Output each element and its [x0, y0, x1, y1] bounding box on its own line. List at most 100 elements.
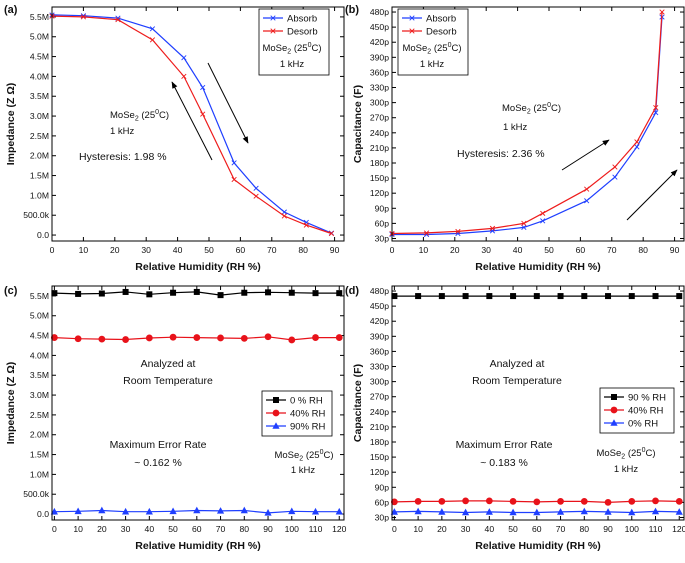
- data-point-stroke: [200, 111, 206, 117]
- data-point: [675, 497, 683, 505]
- data-point: [217, 334, 224, 342]
- x-tick-label: 80: [638, 245, 648, 255]
- data-point: [391, 293, 398, 300]
- data-point: [540, 210, 546, 216]
- data-point: [580, 497, 588, 505]
- data-point-stroke: [149, 37, 156, 43]
- panel-label: (b): [345, 4, 359, 16]
- y-tick-label: 330p: [370, 83, 389, 93]
- y-tick-label: 3.5M: [30, 91, 49, 101]
- x-tick-label: 50: [204, 245, 214, 255]
- y-tick-label: 450p: [370, 301, 389, 311]
- data-point: [634, 139, 640, 145]
- data-point: [510, 293, 517, 300]
- plot-frame: [51, 285, 345, 521]
- x-tick-label: 60: [236, 245, 246, 255]
- legend-entry: Desorb: [287, 27, 318, 38]
- data-point: [533, 498, 541, 506]
- x-tick-label: 20: [110, 245, 120, 255]
- data-point: [390, 508, 398, 515]
- data-point-stroke: [328, 230, 335, 237]
- data-point: [610, 406, 618, 414]
- series-90-rh: [50, 506, 343, 516]
- data-point-stroke: [231, 176, 237, 183]
- x-tick-label: 20: [437, 524, 447, 534]
- data-point: [634, 144, 640, 150]
- y-tick-label: 480p: [370, 7, 389, 17]
- x-tick-label: 10: [73, 524, 83, 534]
- x-tick-label: 80: [580, 524, 590, 534]
- y-tick-label: 330p: [370, 362, 389, 372]
- data-point: [489, 225, 496, 232]
- data-point-stroke: [270, 28, 276, 34]
- data-point: [675, 508, 683, 515]
- data-point-stroke: [231, 160, 237, 166]
- legend-entry: Desorb: [426, 27, 457, 38]
- y-tick-label: 150p: [370, 173, 389, 183]
- data-point: [121, 507, 130, 515]
- y-tick-label: 1.0M: [30, 190, 49, 200]
- y-tick-label: 450p: [370, 22, 389, 32]
- data-point: [652, 293, 659, 300]
- y-axis-label: Capacitance (F): [352, 85, 364, 163]
- data-point: [652, 497, 659, 505]
- legend: 90 % RH 40% RH 0% RH: [599, 387, 675, 434]
- data-point: [200, 111, 206, 117]
- data-point-stroke: [270, 15, 276, 21]
- x-tick-label: 100: [285, 524, 300, 534]
- y-tick-label: 120p: [370, 188, 389, 198]
- y-tick-label: 0.0: [37, 230, 49, 240]
- plot-frame: [51, 6, 345, 242]
- data-point: [557, 293, 564, 300]
- x-tick-label: 40: [513, 245, 523, 255]
- data-point: [584, 198, 590, 204]
- y-tick-label: 270p: [370, 113, 389, 123]
- annotation: Maximum Error Rate: [110, 439, 207, 451]
- data-point: [584, 186, 590, 192]
- data-point: [217, 292, 224, 299]
- y-tick-label: 4.0M: [30, 350, 49, 360]
- legend-entry: 40% RH: [628, 406, 664, 417]
- data-point: [193, 288, 200, 295]
- data-point: [533, 293, 540, 300]
- annotation: MoSe2 (250C): [274, 449, 333, 463]
- plot-frame: [391, 285, 685, 521]
- panel-label: (c): [4, 285, 18, 297]
- x-tick-label: 30: [481, 245, 491, 255]
- y-tick-label: 2.5M: [30, 131, 49, 141]
- series-desorb: [49, 13, 335, 237]
- data-point: [240, 334, 248, 342]
- data-point: [170, 289, 177, 296]
- data-point: [193, 506, 201, 514]
- y-tick-label: 1.5M: [30, 450, 49, 460]
- data-point: [312, 290, 319, 297]
- x-tick-label: 0: [52, 524, 57, 534]
- data-point: [581, 293, 588, 300]
- data-point: [605, 293, 612, 300]
- annotation: MoSe2 (250C): [110, 109, 169, 123]
- data-point-stroke: [612, 164, 618, 170]
- data-point: [438, 497, 446, 505]
- data-point: [193, 334, 201, 341]
- x-tick-label: 40: [173, 245, 183, 255]
- data-point: [335, 507, 343, 515]
- data-point: [612, 174, 618, 180]
- data-point: [628, 508, 636, 516]
- data-point: [149, 37, 156, 43]
- data-point: [169, 333, 177, 341]
- data-point: [521, 220, 527, 227]
- data-point: [676, 293, 683, 300]
- data-point: [336, 290, 343, 297]
- data-point: [390, 498, 398, 506]
- data-point: [485, 508, 493, 515]
- y-tick-label: 30p: [375, 233, 390, 243]
- data-point-stroke: [409, 15, 415, 21]
- data-point: [604, 508, 612, 515]
- x-tick-label: 100: [625, 524, 640, 534]
- panel-d: (d) 30p 60p 90p 120p 150p 180p 210p 240p 270p 300p…: [345, 285, 685, 552]
- x-tick-label: 50: [508, 524, 518, 534]
- data-point: [181, 73, 187, 80]
- x-tick-label: 70: [216, 524, 226, 534]
- data-point: [273, 397, 279, 403]
- x-axis-label: Relative Humidity (RH %): [135, 261, 260, 273]
